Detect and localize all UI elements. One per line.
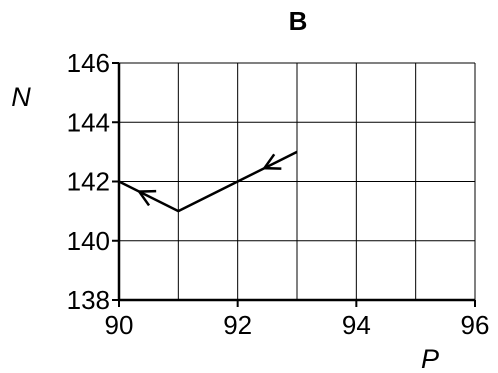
x-tick-label: 90: [105, 310, 134, 340]
y-tick-label: 138: [67, 285, 110, 315]
labels-layer: B N P 138 140 142 144 146 90 92 94 96: [11, 6, 489, 373]
y-tick-label: 144: [67, 107, 110, 137]
direction-arrow: [261, 153, 282, 170]
y-axis-label: N: [11, 82, 31, 112]
x-tick-label: 96: [461, 310, 490, 340]
chart-title: B: [289, 6, 308, 36]
axes-layer: [112, 62, 476, 307]
direction-arrow: [136, 189, 157, 207]
series-line: [118, 150, 298, 213]
y-tick-label: 146: [67, 48, 110, 78]
y-tick-label: 142: [67, 167, 110, 197]
series-layer: [118, 150, 298, 213]
x-axis-label: P: [421, 344, 439, 373]
x-tick-label: 92: [223, 310, 252, 340]
grid-layer: [119, 62, 476, 300]
y-tick-label: 140: [67, 226, 110, 256]
x-tick-label: 94: [342, 310, 371, 340]
